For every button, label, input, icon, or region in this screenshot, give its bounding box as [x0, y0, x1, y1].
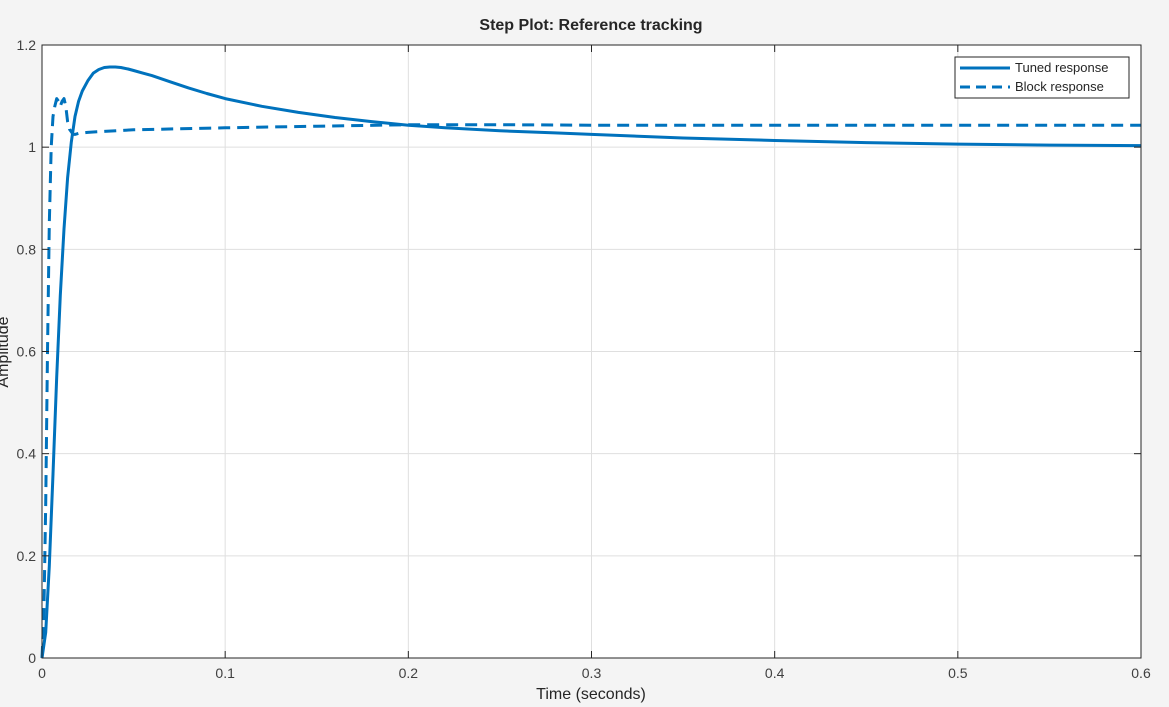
legend-label-tuned: Tuned response — [1015, 60, 1108, 75]
x-tick-label: 0.4 — [765, 665, 785, 681]
x-tick-label: 0.1 — [215, 665, 235, 681]
y-tick-label: 0.6 — [17, 344, 37, 360]
x-tick-label: 0.5 — [948, 665, 968, 681]
y-tick-label: 0.2 — [17, 548, 37, 564]
y-axis-label: Amplitude — [0, 316, 12, 387]
legend-box — [954, 56, 1130, 99]
x-tick-label: 0.3 — [582, 665, 602, 681]
y-tick-label: 1.2 — [17, 37, 37, 53]
y-tick-label: 0 — [28, 650, 36, 666]
x-tick-label: 0.6 — [1131, 665, 1151, 681]
y-tick-label: 1 — [28, 139, 36, 155]
x-tick-label: 0.2 — [399, 665, 419, 681]
legend[interactable]: Tuned response Block response — [954, 56, 1130, 99]
chart-title: Step Plot: Reference tracking — [479, 17, 702, 34]
axis-ticks: 0 0.1 0.2 0.3 0.4 0.5 0.6 0 0.2 0.4 0.6 0.8 1 1.2 — [17, 37, 1151, 681]
y-tick-label: 0.4 — [17, 446, 37, 462]
legend-label-block: Block response — [1015, 79, 1104, 94]
data-series — [40, 65, 1142, 659]
y-tick-label: 0.8 — [17, 241, 37, 257]
tuned-response-line[interactable] — [40, 65, 1142, 659]
x-tick-label: 0 — [38, 665, 46, 681]
block-response-line[interactable] — [40, 97, 1141, 659]
x-axis-label: Time (seconds) — [536, 686, 646, 703]
